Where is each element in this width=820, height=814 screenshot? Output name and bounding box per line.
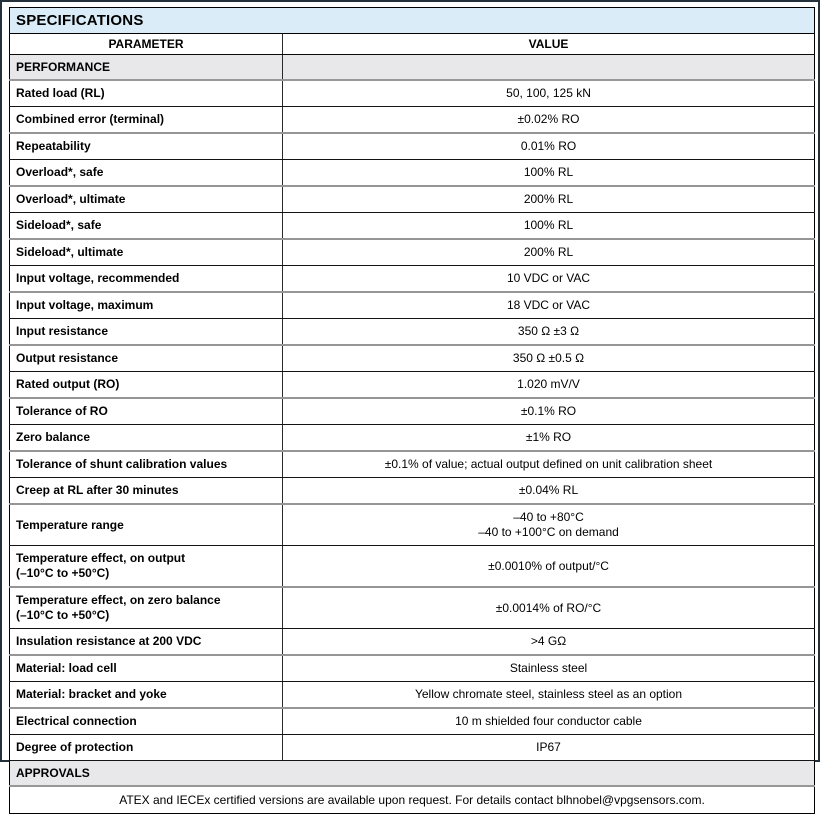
- table-row: Zero balance ±1% RO: [9, 424, 815, 452]
- section-header-performance-spacer: [282, 54, 815, 81]
- table-row: Combined error (terminal) ±0.02% RO: [9, 106, 815, 134]
- value-cell: ±0.0014% of RO/°C: [282, 587, 815, 629]
- value-cell: 200% RL: [282, 239, 815, 266]
- parameter-cell: Input voltage, maximum: [9, 292, 283, 319]
- parameter-cell: Temperature range: [9, 504, 283, 546]
- table-row: Sideload*, ultimate 200% RL: [9, 239, 815, 266]
- parameter-cell: Combined error (terminal): [9, 106, 283, 134]
- table-row: Input resistance 350 Ω ±3 Ω: [9, 318, 815, 346]
- value-cell: 200% RL: [282, 186, 815, 213]
- table-row: Rated output (RO) 1.020 mV/V: [9, 371, 815, 399]
- approvals-note: ATEX and IECEx certified versions are av…: [9, 786, 815, 814]
- value-cell: 350 Ω ±0.5 Ω: [282, 345, 815, 372]
- value-cell: ±0.1% RO: [282, 398, 815, 425]
- parameter-cell: Material: bracket and yoke: [9, 681, 283, 709]
- parameter-cell: Sideload*, ultimate: [9, 239, 283, 266]
- value-cell: 50, 100, 125 kN: [282, 80, 815, 107]
- value-cell: ±0.0010% of output/°C: [282, 545, 815, 588]
- parameter-cell: Zero balance: [9, 424, 283, 452]
- value-cell: 100% RL: [282, 159, 815, 187]
- parameter-cell: Rated load (RL): [9, 80, 283, 107]
- parameter-cell: Tolerance of shunt calibration values: [9, 451, 283, 478]
- table-row: Material: load cell Stainless steel: [9, 655, 815, 682]
- parameter-cell: Electrical connection: [9, 708, 283, 735]
- value-cell: 10 m shielded four conductor cable: [282, 708, 815, 735]
- parameter-cell: Temperature effect, on output (–10°C to …: [9, 545, 283, 588]
- table-row: Insulation resistance at 200 VDC >4 GΩ: [9, 628, 815, 656]
- specifications-table: SPECIFICATIONS PARAMETER VALUE PERFORMAN…: [9, 7, 816, 814]
- parameter-cell: Overload*, safe: [9, 159, 283, 187]
- value-cell: ±1% RO: [282, 424, 815, 452]
- column-header-parameter: PARAMETER: [9, 33, 283, 55]
- parameter-cell: Overload*, ultimate: [9, 186, 283, 213]
- table-row: Repeatability 0.01% RO: [9, 133, 815, 160]
- table-row: Rated load (RL) 50, 100, 125 kN: [9, 80, 815, 107]
- table-row: Overload*, safe 100% RL: [9, 159, 815, 187]
- section-header-approvals: APPROVALS: [9, 760, 815, 787]
- parameter-cell: Input voltage, recommended: [9, 265, 283, 293]
- value-cell: IP67: [282, 734, 815, 761]
- parameter-cell: Tolerance of RO: [9, 398, 283, 425]
- section-header-row-performance: PERFORMANCE: [9, 54, 815, 81]
- parameter-cell: Degree of protection: [9, 734, 283, 761]
- table-title-row: SPECIFICATIONS: [9, 7, 815, 34]
- table-row: Temperature range –40 to +80°C –40 to +10…: [9, 504, 815, 546]
- value-cell: ±0.1% of value; actual output defined on…: [282, 451, 815, 478]
- column-header-row: PARAMETER VALUE: [9, 33, 815, 55]
- table-row: Degree of protection IP67: [9, 734, 815, 761]
- parameter-cell: Rated output (RO): [9, 371, 283, 399]
- value-cell: ±0.02% RO: [282, 106, 815, 134]
- value-cell: 1.020 mV/V: [282, 371, 815, 399]
- section-header-performance: PERFORMANCE: [9, 54, 283, 81]
- parameter-cell: Repeatability: [9, 133, 283, 160]
- table-row: Overload*, ultimate 200% RL: [9, 186, 815, 213]
- parameter-cell: Sideload*, safe: [9, 212, 283, 240]
- table-row: Input voltage, maximum 18 VDC or VAC: [9, 292, 815, 319]
- value-cell: 18 VDC or VAC: [282, 292, 815, 319]
- value-cell: ±0.04% RL: [282, 477, 815, 505]
- approvals-note-row: ATEX and IECEx certified versions are av…: [9, 786, 815, 814]
- parameter-cell: Output resistance: [9, 345, 283, 372]
- value-cell: 0.01% RO: [282, 133, 815, 160]
- value-cell: Stainless steel: [282, 655, 815, 682]
- table-row: Temperature effect, on output (–10°C to …: [9, 545, 815, 588]
- value-cell: Yellow chromate steel, stainless steel a…: [282, 681, 815, 709]
- table-row: Output resistance 350 Ω ±0.5 Ω: [9, 345, 815, 372]
- table-row: Temperature effect, on zero balance (–10…: [9, 587, 815, 629]
- table-row: Input voltage, recommended 10 VDC or VAC: [9, 265, 815, 293]
- section-header-row-approvals: APPROVALS: [9, 760, 815, 787]
- parameter-cell: Material: load cell: [9, 655, 283, 682]
- column-header-value: VALUE: [282, 33, 815, 55]
- table-row: Tolerance of RO ±0.1% RO: [9, 398, 815, 425]
- table-row: Material: bracket and yoke Yellow chromat…: [9, 681, 815, 709]
- table-title: SPECIFICATIONS: [9, 7, 815, 34]
- parameter-cell: Insulation resistance at 200 VDC: [9, 628, 283, 656]
- value-cell: 350 Ω ±3 Ω: [282, 318, 815, 346]
- table-row: Tolerance of shunt calibration values ±0.…: [9, 451, 815, 478]
- value-cell: 10 VDC or VAC: [282, 265, 815, 293]
- table-row: Electrical connection 10 m shielded four …: [9, 708, 815, 735]
- value-cell: –40 to +80°C –40 to +100°C on demand: [282, 504, 815, 546]
- parameter-cell: Creep at RL after 30 minutes: [9, 477, 283, 505]
- parameter-cell: Input resistance: [9, 318, 283, 346]
- value-cell: 100% RL: [282, 212, 815, 240]
- table-row: Sideload*, safe 100% RL: [9, 212, 815, 240]
- parameter-cell: Temperature effect, on zero balance (–10…: [9, 587, 283, 629]
- value-cell: >4 GΩ: [282, 628, 815, 656]
- table-row: Creep at RL after 30 minutes ±0.04% RL: [9, 477, 815, 505]
